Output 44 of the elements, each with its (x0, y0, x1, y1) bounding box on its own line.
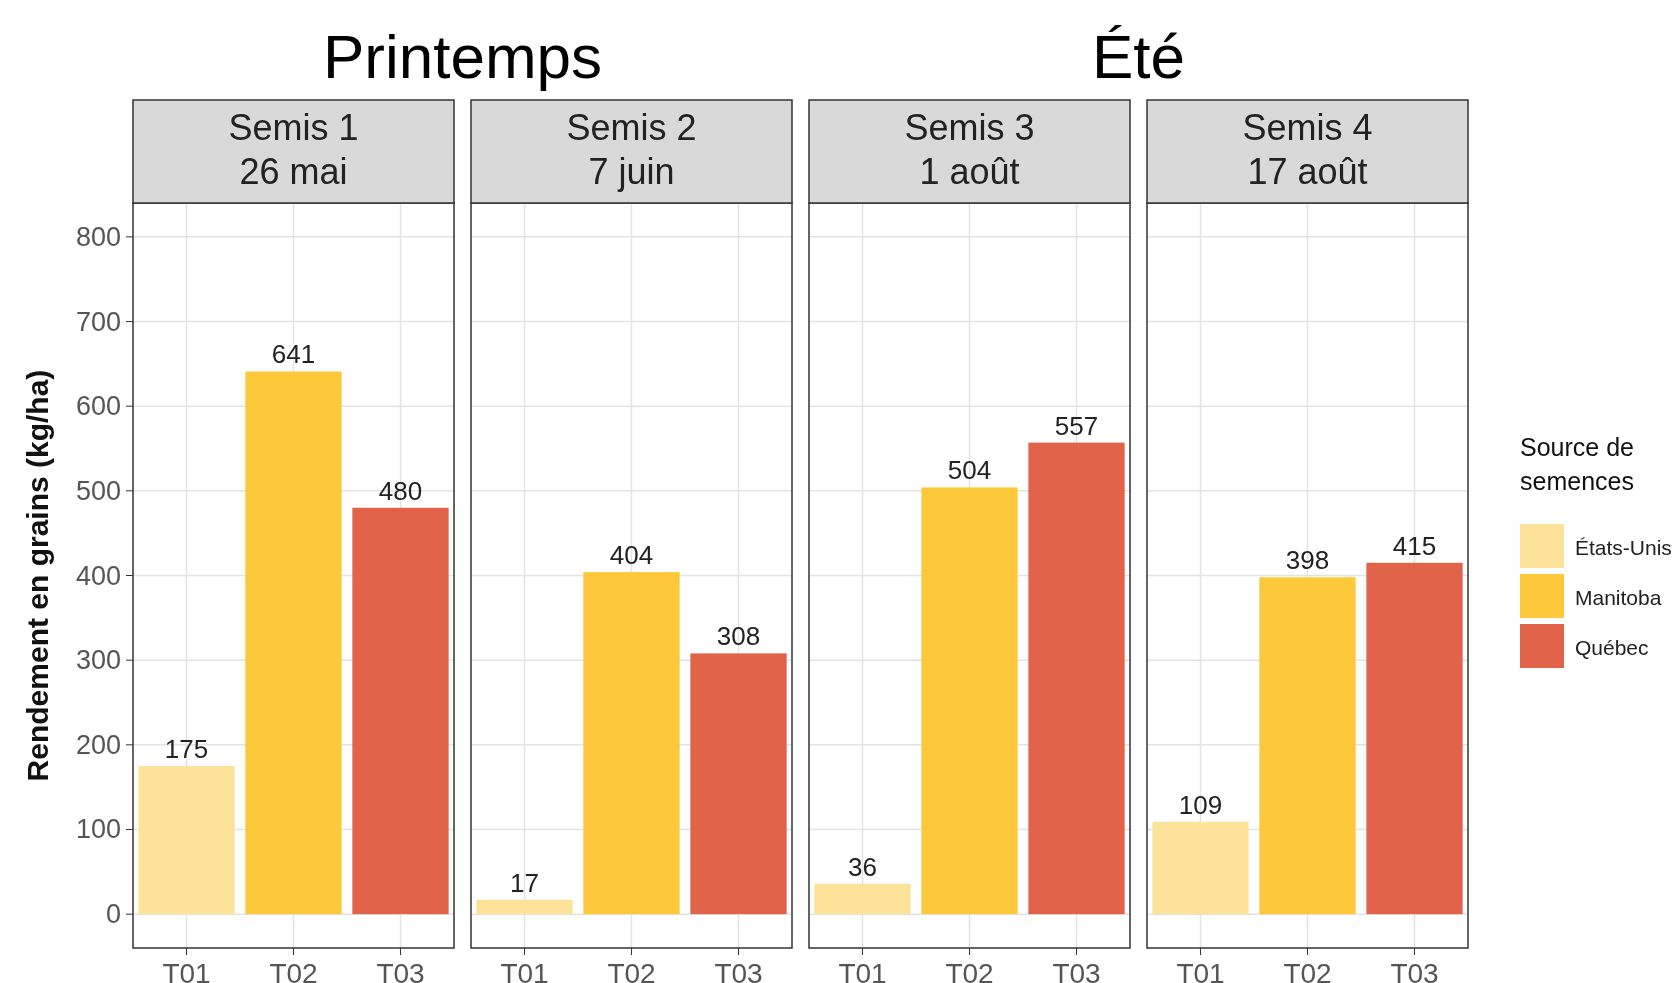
x-tick-label: T02 (269, 958, 318, 983)
data-label: 404 (609, 540, 654, 571)
x-tick-label: T02 (607, 958, 656, 983)
text: Printemps (322, 22, 603, 91)
y-tick-label: 0 (105, 899, 121, 930)
y-tick-label: 600 (75, 391, 121, 422)
y-tick-label: 800 (75, 221, 121, 252)
y-tick-label: 700 (75, 306, 121, 337)
chart-title: Semis 2 7 juin (566, 107, 697, 192)
data-label: 415 (1392, 530, 1437, 561)
y-tick-label: 300 (75, 645, 121, 676)
x-tick-label: T01 (500, 958, 549, 983)
y-tick-label: 500 (75, 475, 121, 506)
legend-label: Manitoba (1575, 586, 1662, 609)
data-label: 641 (271, 339, 316, 370)
legend-label: Québec (1575, 636, 1649, 659)
x-tick-label: T02 (1283, 958, 1332, 983)
y-axis-title: Rendement en grains (kg/ha) (21, 369, 54, 782)
data-label: 398 (1285, 545, 1330, 576)
legend-title: Source de semences (1520, 433, 1634, 495)
x-tick-label: T01 (1176, 958, 1225, 983)
data-label: 308 (716, 621, 761, 652)
data-label: 36 (848, 851, 877, 882)
y-tick-label: 400 (75, 560, 121, 591)
chart-title: Semis 4 17 août (1242, 107, 1373, 192)
data-label: 175 (164, 733, 209, 764)
data-label: 480 (378, 475, 423, 506)
legend-label: États-Unis (1575, 536, 1672, 559)
x-tick-label: T03 (376, 958, 425, 983)
x-tick-label: T03 (1390, 958, 1439, 983)
y-tick-label: 200 (75, 729, 121, 760)
chart-title: Semis 1 26 mai (228, 107, 359, 192)
data-label: 504 (947, 455, 992, 486)
data-label: 17 (510, 867, 539, 898)
x-tick-label: T01 (162, 958, 211, 983)
y-tick-label: 100 (75, 814, 121, 845)
text: Été (1091, 22, 1186, 91)
x-tick-label: T03 (1052, 958, 1101, 983)
x-tick-label: T03 (714, 958, 763, 983)
chart-title: Semis 3 1 août (904, 107, 1035, 192)
x-tick-label: T02 (945, 958, 994, 983)
data-label: 109 (1178, 789, 1223, 820)
data-label: 557 (1054, 410, 1099, 441)
x-tick-label: T01 (838, 958, 887, 983)
